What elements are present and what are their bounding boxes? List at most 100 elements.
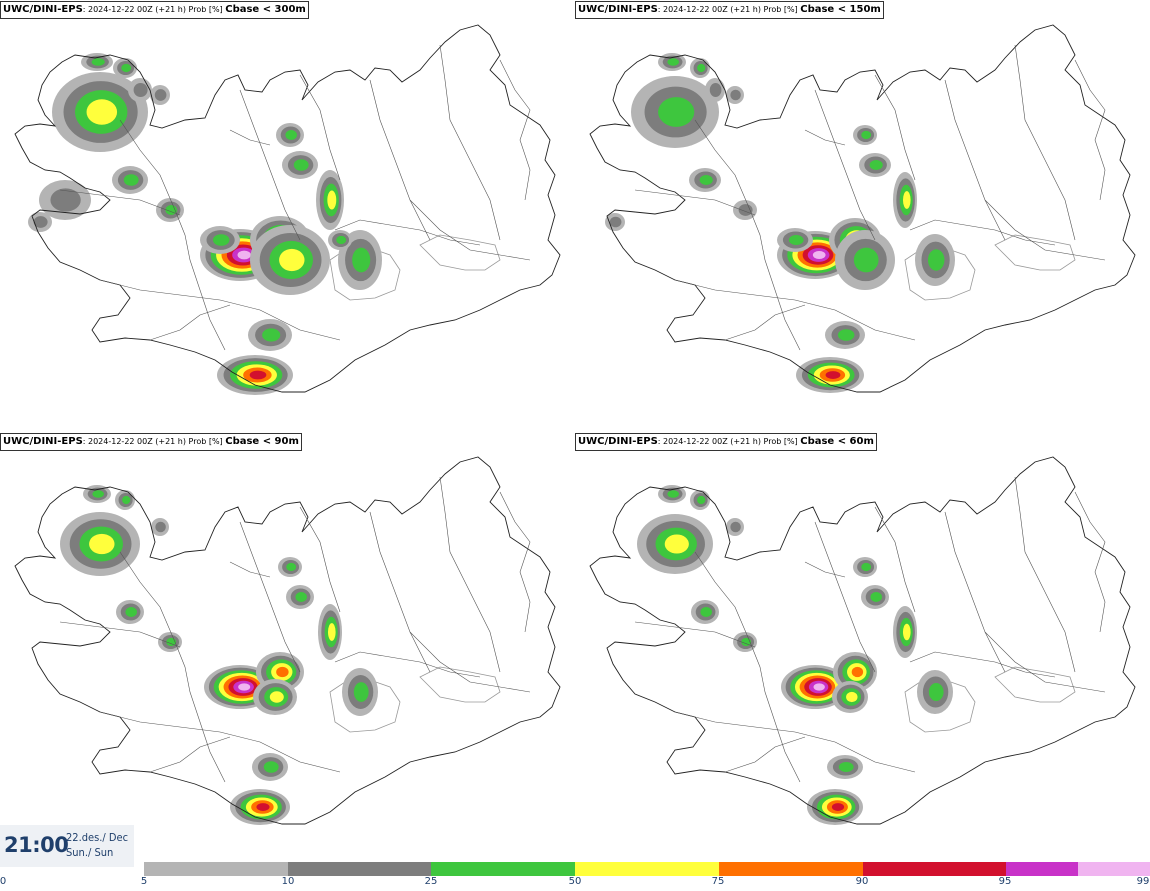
model-name: UWC/DINI-EPS: [3, 436, 83, 447]
probability-field: [91, 58, 105, 66]
coastline: [589, 456, 1136, 825]
probability-field: [89, 533, 115, 555]
colorbar-bin: [144, 862, 289, 876]
probability-field: [285, 130, 297, 140]
region-boundary: [299, 506, 341, 613]
probability-field: [276, 666, 289, 678]
region-boundary: [984, 199, 1106, 261]
region-boundary: [99, 711, 341, 773]
region-boundary: [634, 189, 756, 216]
probability-field: [741, 637, 752, 647]
region-boundary: [1074, 491, 1106, 633]
variable-name: Cbase < 90m: [225, 436, 299, 447]
probability-field: [327, 623, 336, 641]
panel-cbase-60: UWC/DINI-EPS: 2024-12-22 00Z (+21 h) Pro…: [575, 432, 1150, 864]
region-boundary: [984, 631, 1106, 693]
probability-field: [237, 250, 251, 260]
probability-field: [609, 216, 622, 228]
region-boundary: [439, 476, 501, 673]
probability-field: [667, 58, 679, 66]
probability-field: [738, 204, 753, 216]
probability-field: [92, 490, 104, 498]
probability-field: [812, 251, 826, 259]
region-boundary: [724, 736, 806, 773]
region-boundary: [1014, 476, 1076, 673]
region-boundary: [814, 89, 876, 241]
region-boundary: [694, 119, 801, 351]
probability-field: [121, 63, 132, 73]
region-boundary: [724, 304, 806, 341]
region-boundary: [229, 561, 271, 578]
probability-field: [286, 562, 297, 572]
region-boundary: [909, 651, 1056, 678]
region-boundary: [874, 74, 916, 181]
region-boundary: [229, 129, 271, 146]
colorbar-bin: [718, 862, 864, 876]
probability-field: [870, 592, 882, 602]
region-boundary: [944, 511, 1006, 673]
glacier-outline: [419, 666, 501, 703]
region-boundary: [804, 129, 846, 146]
region-boundary: [149, 304, 231, 341]
region-boundary: [149, 736, 231, 773]
probability-field: [869, 160, 883, 170]
region-boundary: [409, 199, 531, 261]
coastline: [14, 24, 561, 393]
probability-field: [846, 691, 858, 703]
probability-field: [50, 188, 81, 212]
probability-field: [664, 534, 689, 554]
probability-field: [125, 607, 137, 617]
run-info: : 2024-12-22 00Z (+21 h) Prob [%]: [82, 437, 226, 446]
probability-field: [263, 761, 279, 773]
probability-colorbar: [144, 862, 1150, 876]
probability-field: [928, 682, 944, 702]
panel-title: UWC/DINI-EPS: 2024-12-22 00Z (+21 h) Pro…: [0, 433, 302, 451]
colorbar-bin: [287, 862, 432, 876]
region-boundary: [674, 711, 916, 773]
probability-field: [700, 607, 712, 617]
iceland-map: [14, 24, 561, 395]
probability-field: [33, 216, 48, 228]
probability-field: [212, 234, 230, 246]
probability-field: [927, 249, 945, 271]
probability-field: [730, 521, 741, 533]
colorbar-bin: [1078, 862, 1150, 876]
probability-field: [155, 521, 166, 533]
glacier-outline: [419, 234, 501, 271]
colorbar-tick-label: 0: [0, 876, 7, 887]
region-boundary: [369, 79, 431, 241]
panel-cbase-300: UWC/DINI-EPS: 2024-12-22 00Z (+21 h) Pro…: [0, 0, 575, 432]
region-boundary: [814, 521, 876, 673]
probability-field: [352, 247, 371, 273]
probability-field: [133, 83, 148, 97]
run-info: : 2024-12-22 00Z (+21 h) Prob [%]: [657, 437, 801, 446]
probability-field: [825, 371, 841, 379]
region-boundary: [239, 89, 301, 241]
probability-field: [902, 191, 911, 209]
probability-field: [853, 247, 879, 273]
probability-field: [831, 803, 845, 811]
iceland-map: [14, 456, 561, 825]
run-info: : 2024-12-22 00Z (+21 h) Prob [%]: [82, 5, 226, 14]
panel-title: UWC/DINI-EPS: 2024-12-22 00Z (+21 h) Pro…: [0, 1, 309, 19]
region-boundary: [369, 511, 431, 673]
probability-field: [709, 83, 722, 97]
probability-field: [86, 99, 118, 125]
model-name: UWC/DINI-EPS: [578, 4, 658, 15]
probability-field: [269, 691, 284, 703]
glacier-outline: [994, 234, 1076, 271]
colorbar-tick-label: 10: [281, 876, 295, 887]
region-boundary: [694, 551, 801, 783]
probability-field: [813, 683, 825, 691]
panel-cbase-150: UWC/DINI-EPS: 2024-12-22 00Z (+21 h) Pro…: [575, 0, 1150, 432]
model-name: UWC/DINI-EPS: [578, 436, 658, 447]
iceland-map: [589, 456, 1136, 825]
colorbar-bin: [575, 862, 720, 876]
region-boundary: [439, 44, 501, 241]
probability-field: [256, 803, 270, 811]
probability-field: [667, 490, 679, 498]
probability-field: [697, 495, 706, 505]
region-boundary: [119, 119, 226, 351]
probability-field: [861, 130, 872, 140]
colorbar-tick-label: 25: [424, 876, 438, 887]
